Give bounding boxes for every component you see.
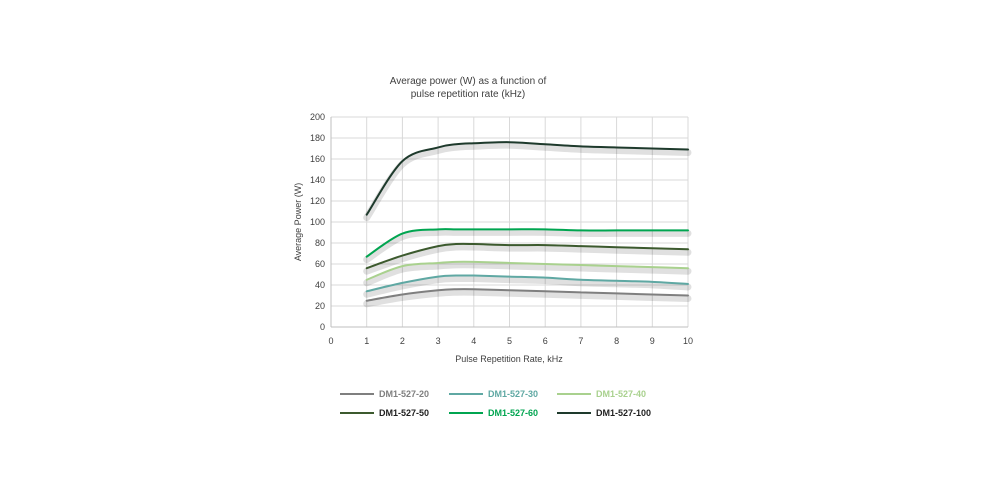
x-tick-label: 8: [614, 336, 619, 346]
series-line-dm1-527-50: [365, 242, 689, 270]
legend-label: DM1-527-40: [596, 389, 646, 399]
legend-label: DM1-527-100: [596, 408, 651, 418]
y-tick-label: 120: [310, 196, 325, 206]
y-tick-label: 0: [320, 322, 325, 332]
tick-labels: 0 20 40 60 80 100 120 140 160 180 200 0 1 2 3 4 5 6 7 8 9 10: [310, 112, 693, 346]
y-tick-label: 20: [315, 301, 325, 311]
y-tick-label: 100: [310, 217, 325, 227]
series-shadow-dm1-527-20: [363, 288, 692, 308]
y-tick-label: 140: [310, 175, 325, 185]
series-line-dm1-527-30: [365, 274, 689, 293]
legend-label: DM1-527-20: [379, 389, 429, 399]
x-tick-label: 1: [364, 336, 369, 346]
x-tick-label: 10: [683, 336, 693, 346]
series-shadow-dm1-527-50: [363, 243, 692, 275]
x-axis-label: Pulse Repetition Rate, kHz: [455, 354, 563, 364]
series-shadow-dm1-527-100: [363, 141, 692, 222]
x-tick-label: 4: [471, 336, 476, 346]
y-tick-label: 200: [310, 112, 325, 122]
series-line-dm1-527-100: [365, 141, 689, 216]
legend-label: DM1-527-30: [488, 389, 538, 399]
y-tick-label: 80: [315, 238, 325, 248]
x-tick-label: 5: [507, 336, 512, 346]
x-tick-label: 6: [543, 336, 548, 346]
series-line-dm1-527-40: [365, 260, 689, 281]
chart-title-line-1: Average power (W) as a function of: [390, 76, 547, 87]
y-axis-label: Average Power (W): [293, 183, 303, 261]
series-line-dm1-527-60: [365, 228, 689, 258]
x-tick-label: 3: [436, 336, 441, 346]
series-shadow-dm1-527-30: [363, 274, 692, 298]
legend-label: DM1-527-60: [488, 408, 538, 418]
axes: [330, 117, 688, 328]
series-lines: [363, 141, 692, 308]
x-tick-label: 2: [400, 336, 405, 346]
x-tick-label: 9: [650, 336, 655, 346]
y-tick-label: 180: [310, 133, 325, 143]
series-shadow-dm1-527-40: [363, 261, 692, 287]
legend-label: DM1-527-50: [379, 408, 429, 418]
legend: DM1-527-20 DM1-527-30 DM1-527-40 DM1-527-50…: [340, 389, 651, 418]
grid: [331, 116, 689, 327]
y-tick-label: 40: [315, 280, 325, 290]
chart-title-line-2: pulse repetition rate (kHz): [411, 89, 526, 100]
y-tick-label: 60: [315, 259, 325, 269]
x-tick-label: 7: [578, 336, 583, 346]
x-tick-label: 0: [328, 336, 333, 346]
y-tick-label: 160: [310, 154, 325, 164]
series-line-dm1-527-20: [365, 288, 689, 302]
series-shadow-dm1-527-60: [363, 228, 692, 264]
